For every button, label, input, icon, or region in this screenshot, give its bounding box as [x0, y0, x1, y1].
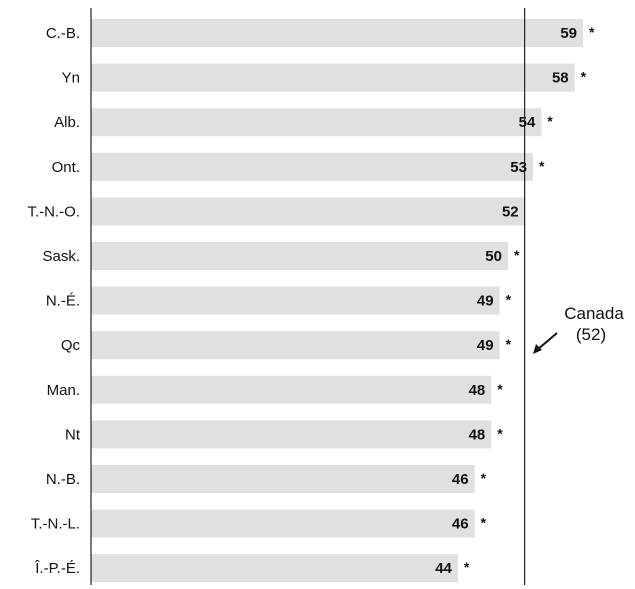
significance-marker-5: * [514, 247, 520, 263]
significance-marker-9: * [497, 425, 503, 441]
value-label-8: 48 [469, 382, 486, 399]
significance-marker-0: * [589, 24, 595, 40]
value-label-5: 50 [485, 248, 502, 265]
value-label-3: 53 [510, 159, 527, 176]
bar-12 [91, 554, 458, 583]
bar-7 [91, 331, 500, 360]
value-label-10: 46 [452, 471, 469, 488]
category-label-8: Man. [47, 382, 80, 399]
value-label-2: 54 [519, 114, 536, 131]
bar-8 [91, 375, 492, 404]
significance-marker-12: * [464, 559, 470, 575]
category-label-4: T.-N.-O. [28, 203, 81, 220]
value-label-11: 46 [452, 516, 469, 533]
category-label-7: Qc [61, 337, 81, 354]
arrow-icon [533, 332, 558, 354]
category-label-10: N.-B. [46, 471, 80, 488]
bar-6 [91, 286, 500, 315]
significance-marker-8: * [497, 381, 503, 397]
value-label-4: 52 [502, 203, 519, 220]
value-label-6: 49 [477, 293, 494, 310]
labels-layer: C.-B. 59 * Yn 58 * Alb. 54 * Ont. 53 * T.-N.-O. 52 Sas… [28, 24, 596, 577]
bar-3 [91, 152, 533, 181]
canada-label: Canada [564, 304, 624, 323]
significance-marker-11: * [481, 515, 487, 531]
category-label-6: N.-É. [46, 293, 80, 310]
value-label-1: 58 [552, 70, 569, 87]
value-label-12: 44 [435, 560, 452, 577]
bar-0 [91, 19, 583, 47]
category-label-9: Nt [65, 426, 81, 443]
bar-4 [91, 197, 525, 226]
value-label-9: 48 [469, 426, 486, 443]
category-label-1: Yn [62, 70, 80, 87]
category-label-5: Sask. [42, 248, 80, 265]
canada-value-label: (52) [576, 325, 606, 344]
category-label-12: Î.-P.-É. [34, 560, 80, 577]
bar-11 [91, 509, 475, 538]
significance-marker-6: * [506, 292, 512, 308]
significance-marker-3: * [539, 158, 545, 174]
bar-10 [91, 465, 475, 493]
value-label-0: 59 [560, 25, 577, 42]
category-label-0: C.-B. [46, 25, 80, 42]
category-label-11: T.-N.-L. [31, 516, 80, 533]
value-label-7: 49 [477, 337, 494, 354]
bar-9 [91, 420, 492, 449]
bars-layer [91, 19, 583, 583]
significance-marker-1: * [581, 69, 587, 85]
bar-5 [91, 242, 508, 270]
bar-2 [91, 108, 542, 137]
significance-marker-2: * [547, 113, 553, 129]
canada-annotation: Canada (52) [533, 304, 624, 354]
category-label-2: Alb. [54, 114, 80, 131]
bar-1 [91, 63, 575, 92]
significance-marker-7: * [506, 336, 512, 352]
category-label-3: Ont. [52, 159, 80, 176]
significance-marker-10: * [481, 470, 487, 486]
